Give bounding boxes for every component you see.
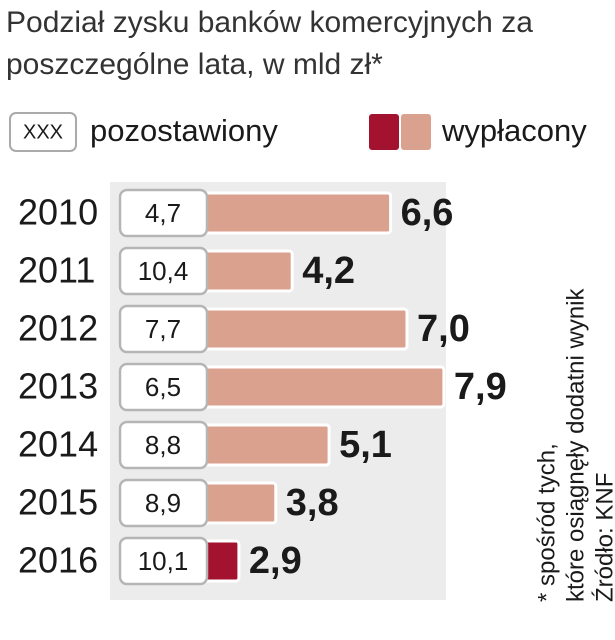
retained-box	[118, 188, 209, 238]
retained-box	[118, 304, 209, 354]
value-label: 8,8	[145, 430, 181, 460]
value-label: 7,7	[145, 314, 181, 344]
retained-box	[118, 478, 209, 528]
value-label: 4,2	[302, 250, 355, 292]
note-text: Źródło: KNF	[591, 473, 615, 602]
y-tick-label: 2010	[18, 192, 98, 233]
y-tick-label: 2016	[18, 540, 98, 581]
value-label: 3,8	[286, 482, 339, 524]
legend-swatch	[399, 112, 433, 152]
value-label: 5,1	[339, 424, 392, 466]
y-tick-label: 2015	[18, 482, 98, 523]
value-label: 6,5	[145, 372, 181, 402]
note: które osiągnęły dodatni wynik	[562, 287, 589, 602]
value-label: 2,9	[249, 540, 302, 582]
value-label: 10,4	[138, 256, 189, 286]
note-text: * spośród tych,	[533, 443, 560, 602]
retained-box	[118, 362, 209, 412]
legend-label: wypłacony	[441, 113, 587, 148]
chart-title: Podział zysku banków komercyjnych za pos…	[6, 6, 533, 81]
y-tick-label: 2012	[18, 308, 98, 349]
value-label: 10,1	[138, 546, 189, 576]
value-label: 6,6	[401, 192, 454, 234]
value-label: 4,7	[145, 198, 181, 228]
retained-box	[118, 536, 209, 586]
value-label: 7,9	[454, 366, 507, 408]
value-label: 8,9	[145, 488, 181, 518]
note-text: które osiągnęły dodatni wynik	[562, 287, 589, 602]
retained-box	[118, 246, 209, 296]
y-tick-label: 2013	[18, 366, 98, 407]
note: Źródło: KNF	[591, 473, 615, 602]
y-tick-label: 2014	[18, 424, 98, 465]
legend-box	[9, 112, 77, 152]
legend-swatch	[367, 112, 401, 152]
legend-box-text: XXX	[23, 121, 63, 143]
note: * spośród tych,	[533, 443, 560, 602]
y-tick-label: 2011	[18, 250, 95, 291]
value-label: 7,0	[417, 308, 470, 350]
retained-box	[118, 420, 209, 470]
legend-label: pozostawiony	[90, 113, 278, 148]
